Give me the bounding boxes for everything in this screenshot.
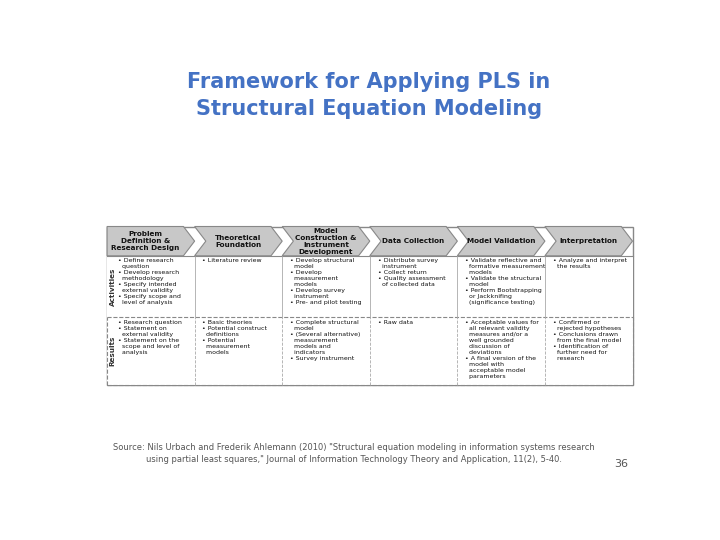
Text: Model
Construction &
Instrument
Development: Model Construction & Instrument Developm… bbox=[295, 228, 356, 255]
Polygon shape bbox=[457, 226, 545, 256]
Text: Framework for Applying PLS in
Structural Equation Modeling: Framework for Applying PLS in Structural… bbox=[187, 72, 551, 119]
Text: • Distribute survey
  instrument
• Collect return
• Quality assessment
  of coll: • Distribute survey instrument • Collect… bbox=[377, 258, 445, 287]
Text: • Analyze and interpret
  the results: • Analyze and interpret the results bbox=[553, 258, 626, 269]
Text: Activities: Activities bbox=[109, 267, 115, 306]
Text: • Literature review: • Literature review bbox=[202, 258, 262, 263]
Text: • Complete structural
  model
• (Several alternative)
  measurement
  models and: • Complete structural model • (Several a… bbox=[290, 320, 360, 361]
Text: • Basic theories
• Potential construct
  definitions
• Potential
  measurement
 : • Basic theories • Potential construct d… bbox=[202, 320, 267, 355]
Bar bbox=[107, 256, 632, 318]
Bar bbox=[107, 226, 632, 385]
Bar bbox=[107, 318, 632, 385]
Text: • Acceptable values for
  all relevant validity
  measures and/or a
  well groun: • Acceptable values for all relevant val… bbox=[465, 320, 539, 379]
Text: Source: Nils Urbach and Frederik Ahlemann (2010) "Structural equation modeling i: Source: Nils Urbach and Frederik Ahleman… bbox=[112, 443, 595, 464]
Text: Model Validation: Model Validation bbox=[467, 238, 536, 244]
Polygon shape bbox=[282, 226, 370, 256]
Text: • Define research
  question
• Develop research
  methodology
• Specify intended: • Define research question • Develop res… bbox=[118, 258, 181, 305]
Text: • Validate reflective and
  formative measurement
  models
• Validate the struct: • Validate reflective and formative meas… bbox=[465, 258, 546, 305]
Text: • Confirmed or
  rejected hypotheses
• Conclusions drawn
  from the final model
: • Confirmed or rejected hypotheses • Con… bbox=[553, 320, 621, 361]
Text: Results: Results bbox=[109, 336, 115, 367]
Text: • Raw data: • Raw data bbox=[377, 320, 413, 325]
Polygon shape bbox=[370, 226, 457, 256]
Text: Interpretation: Interpretation bbox=[559, 238, 618, 244]
Text: Theoretical
Foundation: Theoretical Foundation bbox=[215, 234, 261, 248]
Polygon shape bbox=[545, 226, 632, 256]
Text: • Develop structural
  model
• Develop
  measurement
  models
• Develop survey
 : • Develop structural model • Develop mea… bbox=[290, 258, 361, 305]
Text: Data Collection: Data Collection bbox=[382, 238, 445, 244]
Text: • Research question
• Statement on
  external validity
• Statement on the
  scop: • Research question • Statement on exter… bbox=[118, 320, 181, 355]
Polygon shape bbox=[107, 226, 194, 256]
Text: Problem
Definition &
Research Design: Problem Definition & Research Design bbox=[111, 231, 179, 251]
Text: 36: 36 bbox=[615, 458, 629, 469]
Polygon shape bbox=[194, 226, 282, 256]
